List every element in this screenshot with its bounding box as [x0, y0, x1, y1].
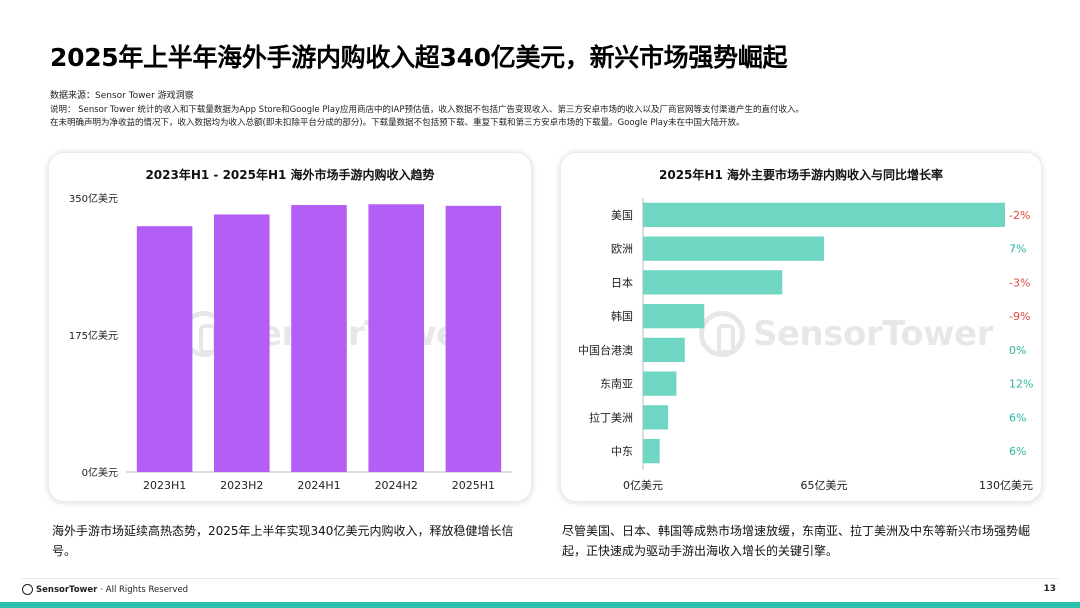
x-tick-label: 2023H2	[220, 479, 263, 492]
category-label: 日本	[611, 275, 633, 289]
bar-拉丁美洲	[643, 405, 669, 430]
page-title: 2025年上半年海外手游内购收入超340亿美元，新兴市场强势崛起	[50, 43, 788, 72]
category-label: 中国台港澳	[578, 343, 633, 357]
caption-left: 海外手游市场延续高热态势，2025年上半年实现340亿美元内购收入，释放稳健增长…	[52, 524, 514, 558]
bar-中东	[643, 438, 660, 464]
note-line-2: 在未明确声明为净收益的情况下，收入数据均为收入总额(即未扣除平台分成的部分)。下…	[50, 118, 745, 128]
y-tick-label: 350亿美元	[69, 192, 118, 205]
bar-2023H2	[214, 214, 270, 472]
footer-divider	[22, 578, 1058, 579]
bar-中国台港澳	[643, 337, 685, 363]
x-tick-label: 2024H2	[375, 479, 418, 492]
category-label: 拉丁美洲	[589, 410, 633, 424]
growth-label: 0%	[1009, 344, 1026, 357]
bar-东南亚	[643, 371, 677, 396]
market-chart-title: 2025年H1 海外主要市场手游内购收入与同比增长率	[659, 168, 943, 182]
bar-2025H1	[445, 205, 502, 473]
revenue-trend-chart: 0亿美元 175亿美元 350亿美元 2023H1 2023H2 2024H1 2024H2…	[69, 192, 512, 492]
bar-2024H2	[368, 204, 424, 472]
revenue-trend-card: SensorTower 2023年H1 - 2025年H1 海外市场手游内购收入…	[48, 152, 532, 502]
y-tick-label: 175亿美元	[69, 329, 118, 342]
category-label: 韩国	[611, 309, 633, 323]
methodology-note: 说明： Sensor Tower 统计的收入和下载量数据为App Store和G…	[50, 104, 1040, 130]
bar-2023H1	[136, 226, 193, 472]
market-revenue-card: SensorTower 2025年H1 海外主要市场手游内购收入与同比增长率 美…	[560, 152, 1042, 502]
market-revenue-chart: 美国 -2% 欧洲 7% 日本 -3% 韩国 -9% 中国台港澳 0% 东南亚 12% 拉丁美洲 6% 中东…	[578, 198, 1033, 492]
trend-chart-title: 2023年H1 - 2025年H1 海外市场手游内购收入趋势	[145, 168, 435, 182]
category-label: 东南亚	[600, 378, 633, 391]
category-label: 美国	[611, 209, 633, 222]
y-tick-label: 0亿美元	[82, 466, 118, 479]
growth-label: 6%	[1009, 445, 1026, 458]
bar-韩国	[643, 303, 705, 329]
bottom-accent-bar	[0, 602, 1080, 608]
footer-brand: SensorTower · All Rights Reserved	[22, 584, 188, 595]
bar-日本	[643, 270, 783, 295]
rights-text: · All Rights Reserved	[100, 584, 189, 595]
page-number: 13	[1043, 584, 1056, 594]
category-label: 中东	[611, 445, 633, 458]
growth-label: -3%	[1009, 276, 1030, 289]
x-tick-label: 65亿美元	[801, 479, 848, 492]
bar-美国	[643, 202, 1005, 228]
category-label: 欧洲	[611, 243, 633, 256]
bar-欧洲	[643, 236, 824, 261]
growth-label: -2%	[1009, 209, 1030, 222]
x-tick-label: 2023H1	[143, 479, 186, 492]
caption-right: 尽管美国、日本、韩国等成熟市场增速放缓，东南亚、拉丁美洲及中东等新兴市场强势崛起…	[562, 524, 1031, 558]
note-line-1: 说明： Sensor Tower 统计的收入和下载量数据为App Store和G…	[50, 105, 804, 115]
brand-name: SensorTower	[36, 584, 98, 595]
x-tick-label: 0亿美元	[623, 479, 663, 492]
growth-label: 12%	[1009, 378, 1033, 391]
x-tick-label: 2025H1	[452, 479, 495, 492]
growth-label: -9%	[1009, 310, 1030, 323]
x-tick-label: 130亿美元	[979, 479, 1033, 492]
sensor-tower-logo-icon	[22, 584, 33, 595]
growth-label: 6%	[1009, 411, 1026, 424]
bar-2024H1	[291, 205, 347, 472]
data-source: 数据来源：Sensor Tower 游戏洞察	[50, 91, 194, 101]
growth-label: 7%	[1009, 243, 1026, 256]
x-tick-label: 2024H1	[297, 479, 340, 492]
